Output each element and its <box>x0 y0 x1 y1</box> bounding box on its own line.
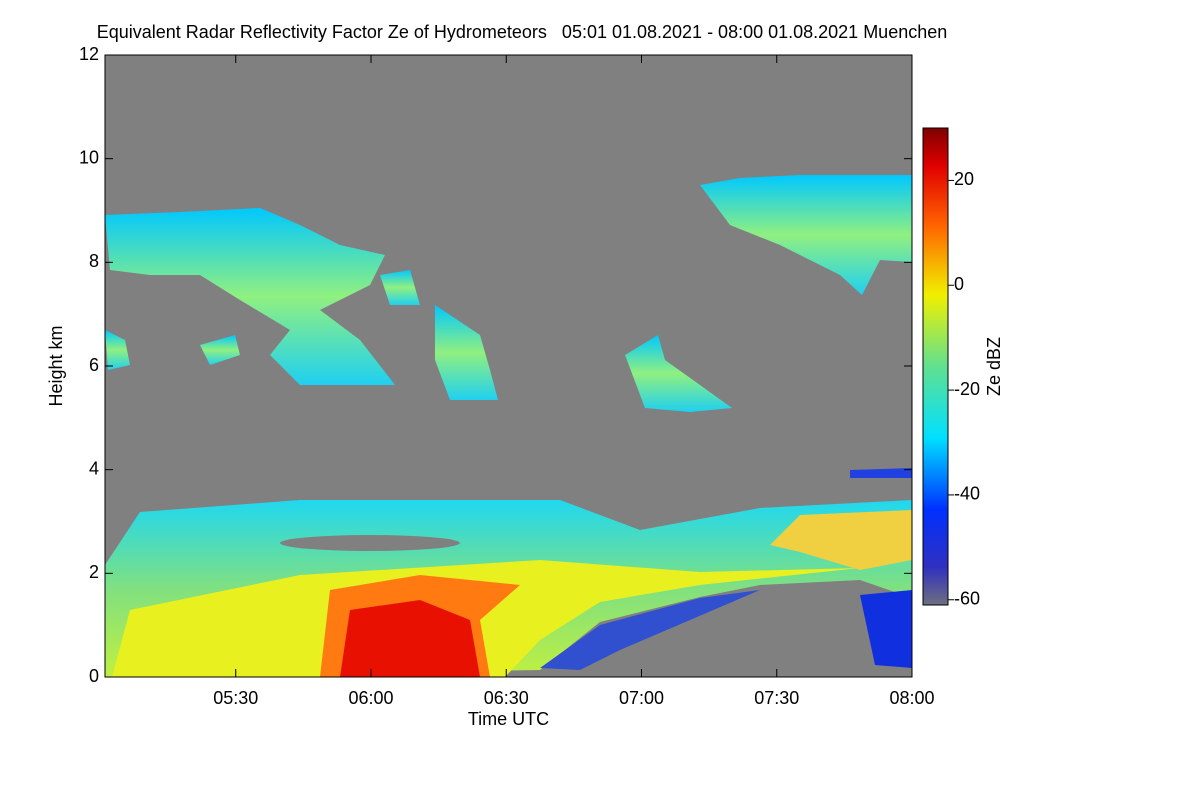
echo-region <box>850 468 912 478</box>
colorbar-tick-label: -40 <box>954 484 980 504</box>
y-tick-label: 2 <box>89 562 99 582</box>
y-tick-label: 10 <box>79 147 99 167</box>
y-axis-label: Height km <box>46 325 66 406</box>
echo-region <box>340 600 480 677</box>
colorbar-label: Ze dBZ <box>984 337 1004 396</box>
echo-region <box>435 305 498 400</box>
chart-title: Equivalent Radar Reflectivity Factor Ze … <box>97 22 948 42</box>
y-tick-label: 12 <box>79 44 99 64</box>
y-tick-label: 4 <box>89 458 99 478</box>
x-tick-label: 07:30 <box>754 688 799 708</box>
x-axis-label: Time UTC <box>468 709 549 729</box>
x-tick-label: 08:00 <box>889 688 934 708</box>
x-tick-label: 05:30 <box>213 688 258 708</box>
echo-region <box>200 335 240 365</box>
x-tick-label: 06:00 <box>348 688 393 708</box>
y-tick-label: 0 <box>89 666 99 686</box>
colorbar <box>922 127 949 606</box>
echo-region <box>700 175 912 295</box>
echo-region <box>105 208 395 385</box>
y-tick-label: 6 <box>89 355 99 375</box>
echo-region <box>770 510 912 570</box>
echo-regions <box>105 175 912 677</box>
colorbar-tick-label: 20 <box>954 169 974 189</box>
x-tick-label: 06:30 <box>484 688 529 708</box>
colorbar-tick-label: -60 <box>954 589 980 609</box>
colorbar-tick-label: 0 <box>954 274 964 294</box>
echo-region <box>105 330 130 370</box>
echo-gap <box>280 535 460 551</box>
y-tick-label: 8 <box>89 251 99 271</box>
echo-region <box>860 590 912 668</box>
echo-region <box>540 590 760 670</box>
echo-region <box>625 335 732 412</box>
x-tick-label: 07:00 <box>619 688 664 708</box>
colorbar-tick-label: -20 <box>954 379 980 399</box>
echo-region <box>380 270 420 305</box>
echo-region <box>112 560 860 677</box>
